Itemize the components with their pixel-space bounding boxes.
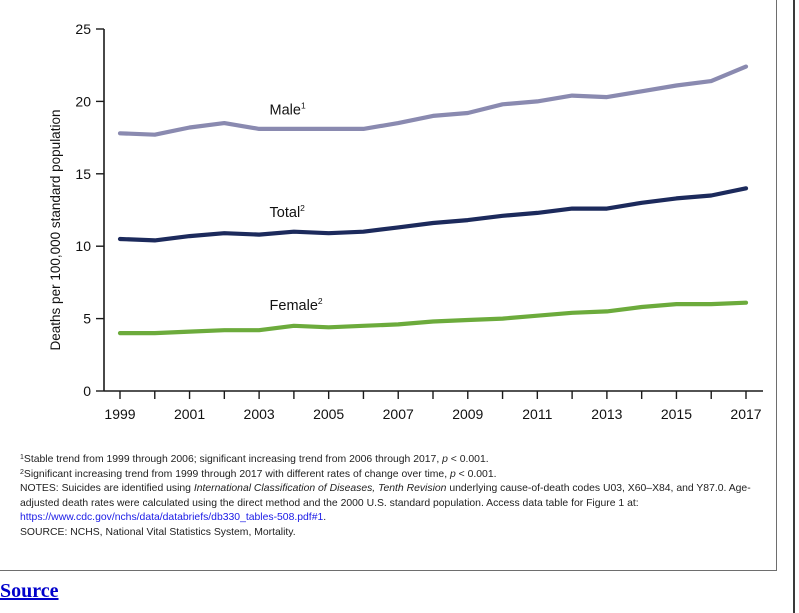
footnote-2-end: < 0.001. — [455, 468, 497, 480]
window-border — [793, 0, 795, 613]
notes-icd: International Classification of Diseases… — [193, 483, 447, 494]
series-line-total — [117, 186, 749, 243]
x-tick-label: 2005 — [313, 406, 344, 422]
y-tick-label: 10 — [75, 238, 91, 254]
x-tick-label: 2013 — [591, 406, 622, 422]
x-tick-label: 1999 — [104, 406, 135, 422]
series-line-female — [117, 300, 749, 336]
line-chart: 0 5 10 15 20 25 1999 2001 2003 2005 2007 2009 2011 20… — [48, 21, 763, 422]
figure-notes: 1Stable trend from 1999 through 2006; si… — [20, 453, 765, 540]
footnote-2: 2Significant increasing trend from 1999 … — [20, 468, 765, 483]
source-note: SOURCE: NCHS, National Vital Statistics … — [20, 526, 296, 538]
notes-end: . — [323, 512, 327, 523]
footnote-1-end: < 0.001. — [447, 454, 489, 465]
x-tick-label: 2017 — [730, 406, 761, 422]
footnote-1-marker: 1 — [20, 454, 24, 461]
footnote-2-text: Significant increasing trend from 1999 t… — [23, 468, 450, 480]
chart-series — [117, 64, 749, 336]
y-axis-title: Deaths per 100,000 standard population — [48, 110, 63, 351]
figure-frame — [0, 0, 777, 571]
notes-text-b: underlying cause-of-death codes U03, X60… — [20, 483, 751, 509]
footnote-1-p: p — [442, 454, 448, 465]
y-tick-label: 0 — [83, 383, 91, 399]
series-label-male: Male1 — [270, 100, 306, 118]
notes-text-a: NOTES: Suicides are identified using — [20, 483, 194, 494]
x-tick-label: 2009 — [452, 406, 483, 422]
series-labels: Male1 Total2 Female2 — [270, 100, 323, 313]
footnote-2-p: p — [449, 468, 456, 480]
x-tick-label: 2003 — [244, 406, 275, 422]
source-link[interactable]: Source — [0, 580, 59, 602]
notes-paragraph: NOTES: Suicides are identified using Int… — [20, 482, 765, 526]
y-tick-label: 15 — [75, 166, 91, 182]
footnote-1-text: Stable trend from 1999 through 2006; sig… — [23, 454, 443, 465]
footnote-1: 1Stable trend from 1999 through 2006; si… — [20, 453, 765, 468]
y-tick-label: 25 — [75, 21, 91, 37]
series-label-female: Female2 — [270, 296, 323, 314]
series-line-male — [117, 64, 749, 137]
chart-axes: 0 5 10 15 20 25 1999 2001 2003 2005 2007 2009 2011 20… — [48, 21, 763, 422]
x-tick-label: 2015 — [661, 406, 692, 422]
y-tick-label: 20 — [75, 93, 91, 109]
x-tick-label: 2011 — [522, 406, 552, 422]
series-label-total: Total2 — [270, 203, 306, 221]
data-table-link[interactable]: https://www.cdc.gov/nchs/data/databriefs… — [20, 512, 324, 523]
x-tick-label: 2007 — [383, 406, 414, 422]
x-tick-label: 2001 — [174, 406, 205, 422]
y-tick-label: 5 — [83, 311, 91, 327]
footnote-2-marker: 2 — [20, 468, 24, 476]
